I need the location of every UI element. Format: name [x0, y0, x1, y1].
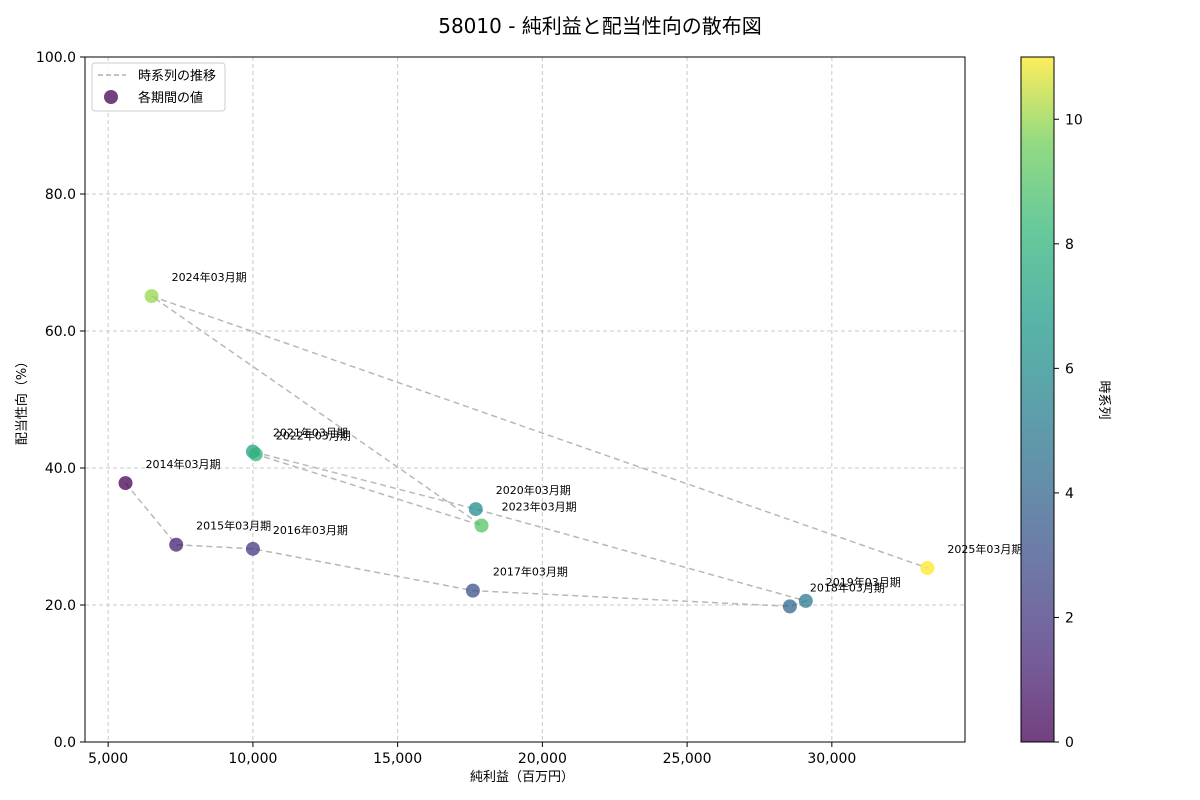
series: 2014年03月期 2015年03月期 2016年03月期 2017年03月期 2018… — [118, 270, 1022, 614]
data-point — [245, 541, 260, 556]
colorbar-gradient — [1021, 57, 1054, 742]
point-label: 2022年03月期 — [276, 428, 351, 442]
point-label: 2025年03月期 — [947, 542, 1022, 556]
point-label: 2021年03月期 — [273, 426, 348, 440]
legend-entry-points: 各期間の値 — [138, 90, 203, 106]
chart-title: 58010 - 純利益と配当性向の散布図 — [438, 14, 762, 38]
legend: 時系列の推移 各期間の値 — [91, 62, 226, 112]
colorbar-label: 時系列 — [1096, 380, 1111, 419]
y-tick-label: 40.0 — [45, 461, 76, 477]
colorbar: 0 2 4 6 8 10 時系列 — [1020, 56, 1111, 751]
x-tick-label: 5,000 — [88, 751, 128, 767]
x-tick-label: 15,000 — [373, 751, 422, 767]
grid-lines — [85, 57, 965, 742]
data-point — [474, 518, 489, 533]
data-point — [465, 583, 480, 598]
trend-line — [124, 295, 928, 608]
point-label: 2017年03月期 — [493, 565, 568, 579]
y-tick-label: 20.0 — [45, 598, 76, 614]
colorbar-frame — [1020, 56, 1055, 743]
point-label: 2019年03月期 — [826, 575, 901, 589]
x-tick-label: 10,000 — [228, 751, 277, 767]
colorbar-tick-label: 0 — [1065, 735, 1074, 751]
data-point — [468, 502, 483, 517]
point-label: 2020年03月期 — [496, 483, 571, 497]
y-tick-label: 100.0 — [36, 50, 76, 66]
y-tick-label: 60.0 — [45, 324, 76, 340]
x-tick-label: 20,000 — [518, 751, 567, 767]
plot-frame — [84, 56, 966, 743]
data-point — [920, 561, 935, 576]
point-label: 2016年03月期 — [273, 523, 348, 537]
colorbar-tick-label: 2 — [1065, 610, 1074, 626]
legend-marker-swatch — [104, 90, 118, 104]
y-tick-label: 0.0 — [54, 735, 76, 751]
data-point — [782, 599, 797, 614]
point-label: 2015年03月期 — [196, 519, 271, 533]
axis-ticks: 5,000 10,000 15,000 20,000 25,000 30,000 0.0 20… — [36, 50, 856, 767]
data-point — [118, 476, 133, 491]
x-tick-label: 30,000 — [807, 751, 856, 767]
y-axis-label: 配当性向（%） — [14, 355, 30, 445]
point-label: 2023年03月期 — [502, 500, 577, 514]
point-label: 2018年03月期 — [810, 580, 885, 594]
colorbar-ticks: 0 2 4 6 8 10 — [1054, 112, 1083, 751]
colorbar-tick-label: 10 — [1065, 112, 1083, 128]
colorbar-tick-label: 6 — [1065, 361, 1074, 377]
point-label: 2024年03月期 — [172, 270, 247, 284]
colorbar-tick-label: 8 — [1065, 237, 1074, 253]
data-point — [798, 593, 813, 608]
y-tick-label: 80.0 — [45, 187, 76, 203]
x-axis-label: 純利益（百万円） — [470, 770, 574, 785]
x-tick-label: 25,000 — [663, 751, 712, 767]
colorbar-tick-label: 4 — [1065, 486, 1074, 502]
legend-entry-trend: 時系列の推移 — [138, 69, 216, 84]
point-label: 2014年03月期 — [146, 457, 221, 471]
data-point — [169, 537, 184, 552]
data-point — [248, 447, 263, 462]
data-point — [144, 289, 159, 304]
